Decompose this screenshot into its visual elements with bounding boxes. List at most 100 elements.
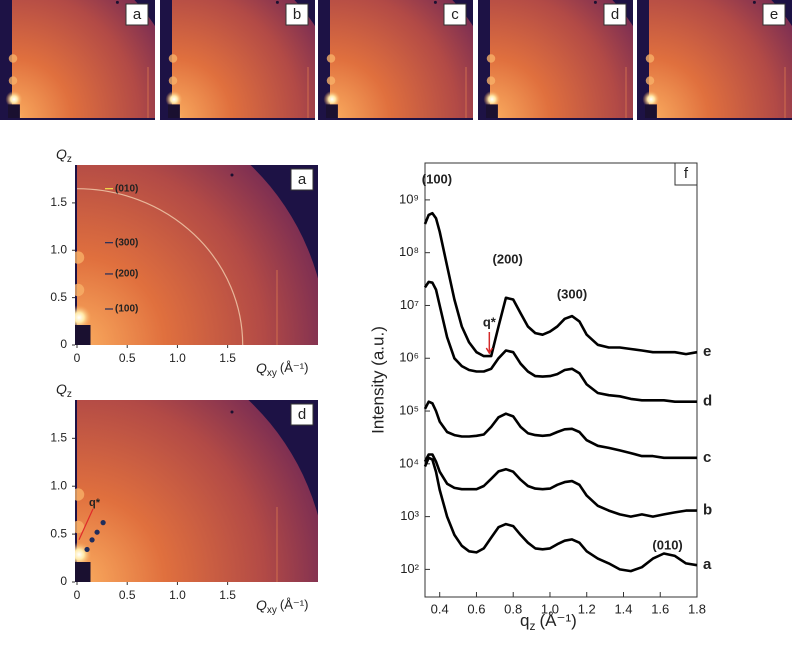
panel-label-box bbox=[285, 3, 309, 26]
axis-subscript: z bbox=[67, 154, 72, 165]
y-tick-label: 1.5 bbox=[50, 195, 67, 209]
axis-subscript: xy bbox=[267, 605, 277, 616]
panel-label: a bbox=[133, 6, 142, 23]
panel-label-box bbox=[290, 403, 314, 426]
beam-spot bbox=[642, 90, 660, 108]
series-label: b bbox=[703, 502, 712, 519]
x-tick-label: 1.5 bbox=[219, 588, 236, 602]
series-label: a bbox=[703, 556, 712, 573]
y-axis-label: Qz bbox=[56, 146, 72, 165]
x-tick-label: 0.5 bbox=[119, 351, 136, 365]
bragg-spot bbox=[168, 76, 178, 85]
y-tick-label: 10³ bbox=[400, 508, 419, 523]
x-tick-label: 1.0 bbox=[169, 588, 186, 602]
beam-spot bbox=[483, 90, 501, 108]
y-tick-label: 10⁷ bbox=[400, 297, 419, 312]
annotation: q* bbox=[89, 497, 101, 509]
plot-frame bbox=[424, 162, 698, 598]
x-tick-label: 0 bbox=[74, 588, 81, 602]
detector-defect bbox=[593, 0, 597, 4]
y-tick-label: 10⁵ bbox=[399, 402, 419, 417]
y-tick-label: 1.0 bbox=[50, 478, 67, 492]
scatter-region bbox=[77, 165, 318, 345]
panel-label-box bbox=[603, 3, 627, 26]
beam-stop bbox=[75, 562, 91, 582]
x-tick-label: 0.6 bbox=[467, 601, 485, 616]
axis-symbol: q bbox=[520, 611, 529, 630]
data-line bbox=[423, 456, 698, 573]
x-axis-label: qz (Å⁻¹) bbox=[520, 611, 577, 633]
y-tick-label: 10⁶ bbox=[399, 350, 419, 365]
peak-marker bbox=[94, 529, 100, 535]
y-tick-label: 0 bbox=[60, 337, 67, 351]
series-label: d bbox=[703, 393, 712, 410]
y-tick-label: 0.5 bbox=[50, 290, 67, 304]
axis-symbol: Q bbox=[56, 146, 67, 162]
panel-label: c bbox=[451, 6, 459, 23]
y-tick-label: 1.5 bbox=[50, 430, 67, 444]
detector-image bbox=[478, 0, 633, 120]
detector-image bbox=[75, 400, 318, 582]
x-tick-label: 1.0 bbox=[541, 601, 559, 616]
bragg-spot bbox=[645, 76, 655, 85]
scatter-region bbox=[330, 0, 473, 118]
chart-title: f bbox=[684, 165, 689, 182]
beam-spot bbox=[165, 90, 183, 108]
x-tick-label: 0.5 bbox=[119, 588, 136, 602]
x-tick-label: 0.8 bbox=[504, 601, 522, 616]
annotation: q* bbox=[483, 314, 497, 329]
bragg-spot bbox=[486, 54, 496, 63]
x-tick-label: 0 bbox=[74, 351, 81, 365]
panel-label: d bbox=[611, 6, 619, 23]
bragg-spot bbox=[645, 54, 655, 63]
detector-defect bbox=[230, 410, 234, 414]
beam-stop bbox=[645, 104, 657, 118]
bragg-spot bbox=[486, 76, 496, 85]
beam-spot bbox=[5, 90, 23, 108]
x-tick-label: 0.4 bbox=[431, 601, 449, 616]
bragg-spot bbox=[8, 76, 18, 85]
panel-label: d bbox=[298, 406, 306, 423]
data-line bbox=[423, 211, 698, 358]
y-tick-label: 10⁸ bbox=[399, 244, 419, 259]
y-tick-label: 0 bbox=[60, 574, 67, 588]
axis-unit: (Å⁻¹) bbox=[539, 611, 576, 630]
axis-unit: (Å⁻¹) bbox=[280, 360, 309, 375]
axis-subscript: z bbox=[529, 619, 535, 633]
x-tick-label: 1.0 bbox=[169, 351, 186, 365]
annotation: (300) bbox=[115, 237, 138, 248]
series-label: c bbox=[703, 449, 711, 466]
annotation: (200) bbox=[115, 269, 138, 280]
beam-stop bbox=[75, 325, 91, 345]
beam-stop bbox=[168, 104, 180, 118]
bragg-spot bbox=[75, 488, 85, 501]
y-tick-label: 0.5 bbox=[50, 526, 67, 540]
y-axis-label: Qz bbox=[56, 381, 72, 400]
annotation-arrow bbox=[78, 508, 94, 541]
panel-label: b bbox=[293, 6, 301, 23]
scatter-region bbox=[77, 400, 318, 582]
panel-label: e bbox=[770, 6, 778, 23]
scatter-region bbox=[490, 0, 633, 118]
detector-image bbox=[0, 0, 155, 120]
bragg-spot bbox=[75, 251, 85, 264]
series-label: e bbox=[703, 343, 711, 360]
bragg-spot bbox=[326, 54, 336, 63]
bragg-spot bbox=[75, 283, 85, 297]
bragg-spot bbox=[75, 520, 85, 534]
panel-label-box bbox=[762, 3, 786, 26]
beam-spot bbox=[75, 305, 92, 330]
detector-image bbox=[160, 0, 315, 120]
annotation-arrow bbox=[485, 332, 493, 355]
detector-defect bbox=[752, 0, 756, 4]
detector-defect bbox=[230, 173, 234, 177]
panel-label-box bbox=[290, 168, 314, 191]
x-tick-label: 1.8 bbox=[688, 601, 706, 616]
peak-marker bbox=[89, 537, 95, 543]
axis-symbol: Q bbox=[56, 381, 67, 397]
beam-stop bbox=[326, 104, 338, 118]
panel-label-box bbox=[125, 3, 149, 26]
data-line bbox=[423, 280, 697, 403]
